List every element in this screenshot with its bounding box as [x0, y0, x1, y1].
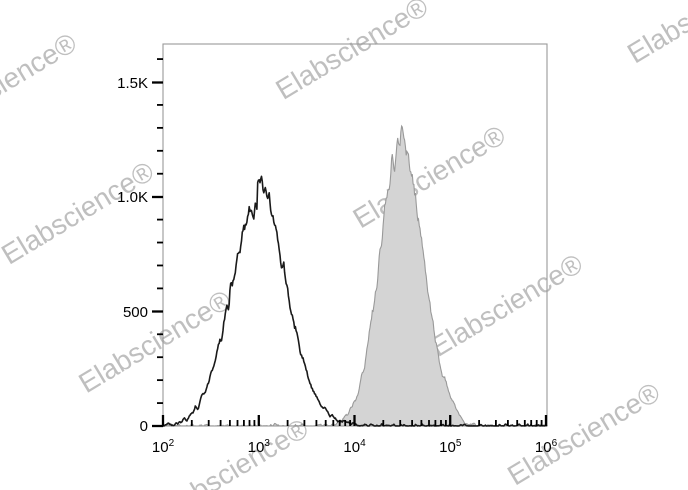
svg-text:0: 0	[140, 418, 148, 435]
svg-text:106: 106	[535, 438, 558, 456]
svg-text:104: 104	[343, 438, 366, 456]
svg-text:103: 103	[248, 438, 271, 456]
svg-text:1.0K: 1.0K	[117, 189, 148, 206]
svg-text:1.5K: 1.5K	[117, 75, 148, 92]
svg-text:105: 105	[439, 438, 462, 456]
svg-text:500: 500	[123, 304, 148, 321]
svg-text:102: 102	[152, 438, 175, 456]
